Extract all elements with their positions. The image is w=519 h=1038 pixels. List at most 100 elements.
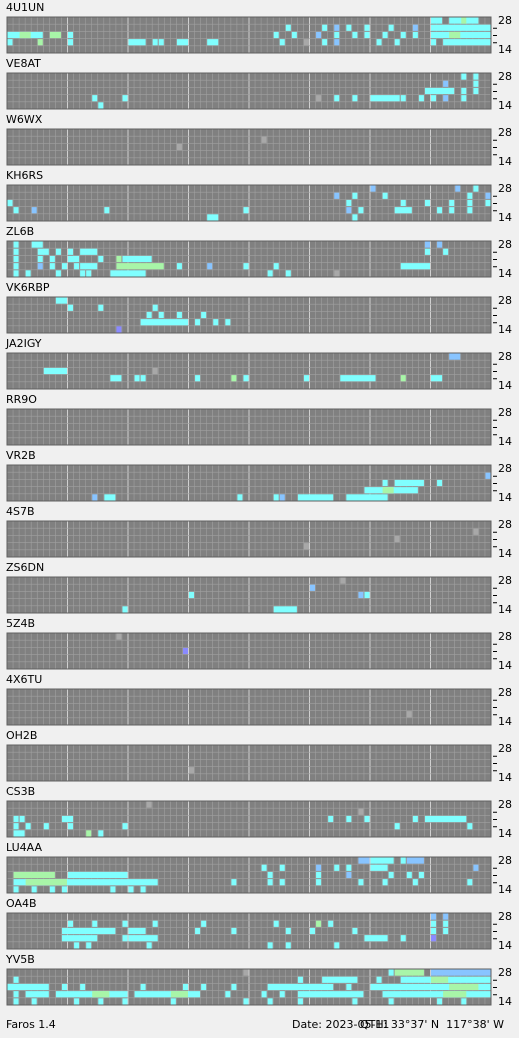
- signal-cell: [370, 864, 388, 871]
- band-label: 14: [498, 43, 512, 56]
- signal-cell: [388, 969, 394, 976]
- signal-cell: [334, 942, 340, 949]
- signal-cell: [431, 920, 437, 927]
- signal-cell: [182, 647, 188, 655]
- signal-cell: [388, 998, 394, 1005]
- band-label: 28: [498, 238, 512, 251]
- signal-cell: [74, 942, 80, 949]
- signal-cell: [61, 886, 67, 893]
- station-name: VK6RBP: [6, 281, 50, 294]
- signal-cell: [443, 248, 449, 255]
- signal-cell: [352, 95, 358, 102]
- signal-cell: [98, 830, 104, 837]
- signal-cell: [443, 920, 449, 927]
- signal-cell: [122, 920, 128, 927]
- signal-cell: [261, 864, 267, 871]
- signal-cell: [382, 479, 388, 487]
- signal-cell: [13, 879, 158, 886]
- signal-cell: [473, 864, 479, 871]
- signal-cell: [467, 199, 473, 207]
- signal-cell: [316, 879, 322, 886]
- signal-cell: [449, 207, 455, 214]
- signal-cell: [74, 263, 80, 270]
- signal-cell: [328, 815, 334, 823]
- signal-cell: [449, 983, 479, 991]
- station-name: JA2IGY: [5, 337, 42, 350]
- band-label: 14: [498, 491, 512, 504]
- signal-cell: [80, 270, 86, 277]
- grid-border: [6, 912, 492, 950]
- signal-cell: [182, 983, 188, 991]
- signal-cell: [352, 927, 358, 935]
- signal-cell: [443, 95, 449, 102]
- signal-cell: [352, 31, 358, 39]
- signal-cell: [285, 942, 291, 949]
- signal-cell: [303, 39, 309, 46]
- signal-cell: [382, 31, 388, 39]
- signal-cell: [13, 263, 19, 270]
- signal-cell: [400, 263, 430, 270]
- signal-cell: [68, 823, 74, 830]
- signal-cell: [303, 375, 309, 382]
- signal-cell: [473, 87, 479, 95]
- signal-cell: [431, 935, 437, 942]
- signal-cell: [394, 207, 412, 214]
- signal-cell: [13, 270, 19, 277]
- signal-cell: [461, 73, 467, 80]
- signal-cell: [400, 935, 406, 942]
- signal-cell: [461, 998, 467, 1005]
- signal-cell: [473, 528, 479, 535]
- signal-cell: [418, 871, 424, 879]
- band-label: 14: [498, 435, 512, 448]
- signal-cell: [431, 31, 491, 39]
- signal-cell: [400, 199, 406, 207]
- signal-cell: [146, 311, 152, 319]
- grid-border: [6, 408, 492, 446]
- signal-cell: [334, 39, 340, 46]
- band-label: 14: [498, 827, 512, 840]
- signal-cell: [243, 969, 249, 976]
- signal-cell: [13, 815, 19, 823]
- signal-cell: [176, 311, 182, 319]
- signal-cell: [394, 823, 400, 830]
- signal-cell: [346, 24, 352, 31]
- signal-cell: [92, 95, 98, 102]
- signal-cell: [13, 886, 19, 893]
- qth: QTH: 33°37' N 117°38' W: [360, 1018, 504, 1031]
- signal-cell: [412, 24, 418, 31]
- signal-cell: [352, 998, 358, 1005]
- band-label: 14: [498, 939, 512, 952]
- signal-cell: [201, 983, 207, 991]
- signal-cell: [195, 927, 201, 935]
- signal-cell: [364, 815, 370, 823]
- band-label: 28: [498, 294, 512, 307]
- signal-cell: [431, 17, 443, 24]
- signal-cell: [316, 864, 322, 871]
- band-label: 28: [498, 462, 512, 475]
- signal-cell: [279, 991, 285, 998]
- signal-cell: [98, 304, 104, 311]
- signal-cell: [19, 815, 25, 823]
- signal-cell: [431, 976, 449, 983]
- signal-cell: [473, 73, 479, 80]
- signal-cell: [31, 886, 37, 893]
- grid-border: [6, 632, 492, 670]
- signal-cell: [273, 31, 279, 39]
- band-label: 28: [498, 686, 512, 699]
- signal-cell: [86, 830, 92, 837]
- grid-border: [6, 72, 492, 110]
- signal-cell: [213, 319, 219, 326]
- signal-cell: [49, 886, 55, 893]
- signal-cell: [424, 248, 430, 255]
- signal-cell: [140, 375, 146, 382]
- signal-cell: [376, 976, 382, 983]
- signal-cell: [285, 24, 291, 31]
- signal-cell: [346, 207, 352, 214]
- date: Date: 2023-05-11: [292, 1018, 389, 1031]
- signal-cell: [68, 920, 74, 927]
- signal-cell: [231, 983, 237, 991]
- signal-cell: [152, 367, 158, 375]
- signal-cell: [152, 304, 158, 311]
- signal-cell: [370, 983, 491, 991]
- signal-cell: [134, 991, 201, 998]
